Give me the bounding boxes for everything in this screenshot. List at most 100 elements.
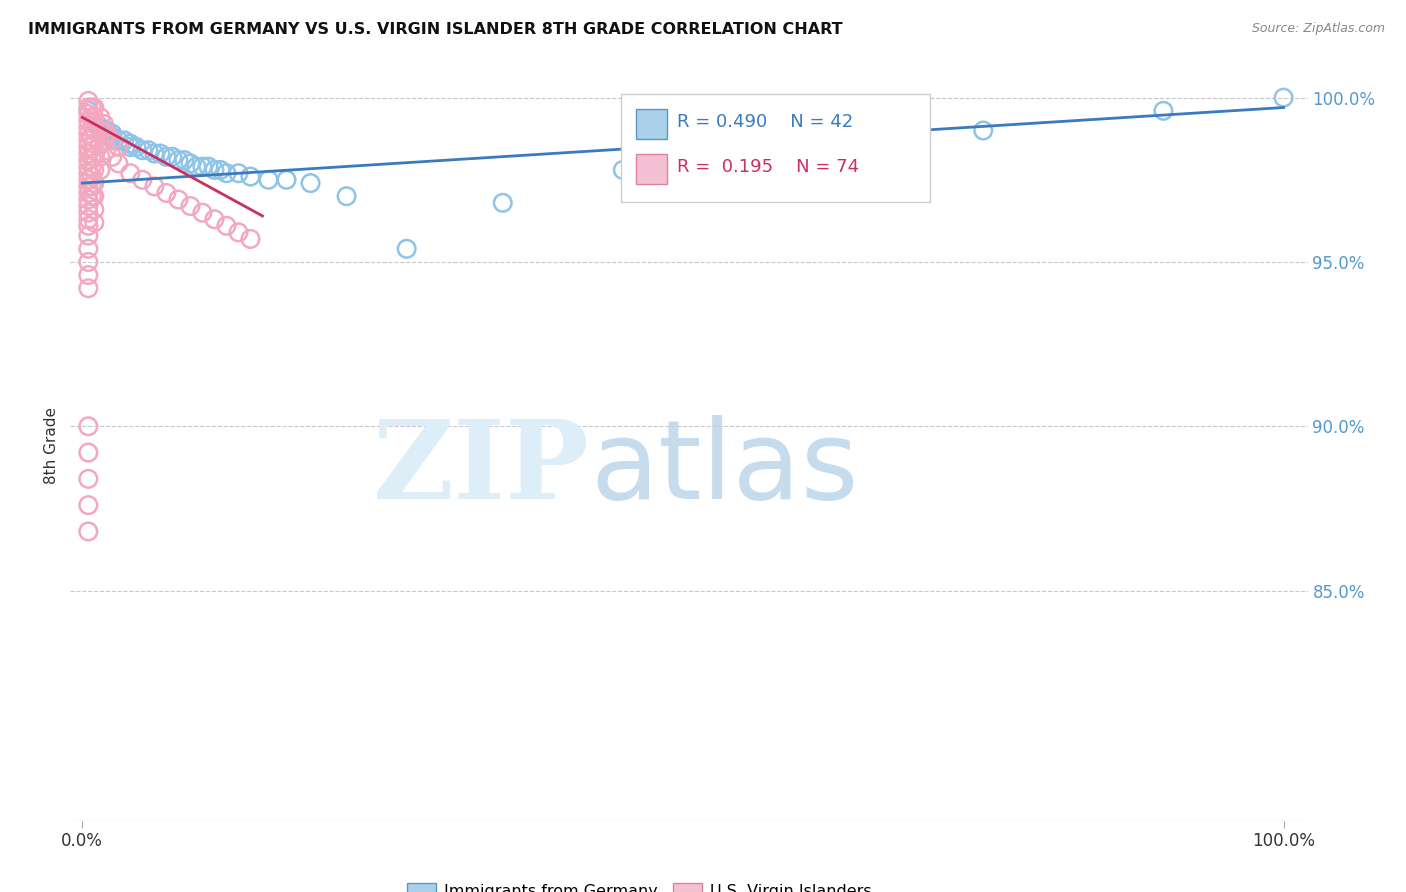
- Point: [125, 140, 148, 154]
- Point: [191, 160, 214, 174]
- Point: [77, 205, 100, 219]
- Point: [167, 153, 190, 167]
- Point: [120, 136, 142, 151]
- Point: [204, 163, 226, 178]
- Point: [143, 179, 166, 194]
- Point: [77, 281, 100, 295]
- Point: [77, 133, 100, 147]
- Text: ZIP: ZIP: [373, 415, 591, 522]
- Point: [276, 173, 298, 187]
- Point: [228, 226, 250, 240]
- Point: [80, 111, 103, 125]
- Point: [93, 123, 115, 137]
- Point: [107, 140, 129, 154]
- Point: [179, 156, 201, 170]
- Point: [612, 163, 634, 178]
- Point: [80, 101, 103, 115]
- Point: [101, 127, 124, 141]
- Point: [77, 524, 100, 539]
- Point: [972, 123, 994, 137]
- Point: [209, 163, 232, 178]
- Point: [77, 199, 100, 213]
- Legend: Immigrants from Germany, U.S. Virgin Islanders: Immigrants from Germany, U.S. Virgin Isl…: [408, 883, 872, 892]
- Point: [89, 136, 111, 151]
- Point: [792, 143, 814, 157]
- FancyBboxPatch shape: [621, 94, 931, 202]
- Point: [80, 140, 103, 154]
- Text: R = 0.490    N = 42: R = 0.490 N = 42: [676, 112, 853, 130]
- Point: [83, 150, 105, 164]
- Point: [239, 232, 262, 246]
- Point: [1272, 90, 1295, 104]
- Point: [215, 219, 238, 233]
- Point: [131, 143, 153, 157]
- Point: [77, 419, 100, 434]
- Point: [96, 127, 118, 141]
- Point: [336, 189, 359, 203]
- Point: [83, 101, 105, 115]
- Text: R =  0.195    N = 74: R = 0.195 N = 74: [676, 158, 859, 176]
- Point: [107, 133, 129, 147]
- Point: [162, 150, 184, 164]
- Point: [215, 166, 238, 180]
- Point: [77, 153, 100, 167]
- Point: [191, 205, 214, 219]
- Point: [83, 136, 105, 151]
- Point: [101, 130, 124, 145]
- Point: [77, 173, 100, 187]
- Point: [77, 140, 100, 154]
- Point: [80, 169, 103, 184]
- Point: [77, 219, 100, 233]
- Point: [83, 202, 105, 217]
- Point: [155, 186, 177, 200]
- Point: [107, 156, 129, 170]
- Point: [131, 173, 153, 187]
- Point: [77, 146, 100, 161]
- Point: [77, 107, 100, 121]
- Point: [299, 176, 322, 190]
- Text: Source: ZipAtlas.com: Source: ZipAtlas.com: [1251, 22, 1385, 36]
- Point: [93, 133, 115, 147]
- Point: [83, 215, 105, 229]
- Point: [80, 120, 103, 135]
- Text: atlas: atlas: [591, 415, 859, 522]
- Point: [83, 111, 105, 125]
- Point: [77, 193, 100, 207]
- Point: [83, 113, 105, 128]
- Y-axis label: 8th Grade: 8th Grade: [44, 408, 59, 484]
- Point: [197, 160, 219, 174]
- Point: [96, 123, 118, 137]
- Point: [80, 179, 103, 194]
- Point: [167, 193, 190, 207]
- Point: [228, 166, 250, 180]
- Point: [120, 140, 142, 154]
- Point: [77, 120, 100, 135]
- Point: [86, 117, 108, 131]
- Point: [112, 133, 135, 147]
- Point: [80, 130, 103, 145]
- Point: [77, 113, 100, 128]
- Point: [77, 212, 100, 227]
- Point: [204, 212, 226, 227]
- Point: [77, 179, 100, 194]
- Point: [89, 120, 111, 135]
- Point: [77, 228, 100, 243]
- Point: [173, 153, 195, 167]
- Point: [239, 169, 262, 184]
- Point: [120, 166, 142, 180]
- Point: [89, 123, 111, 137]
- Point: [77, 268, 100, 282]
- Point: [155, 150, 177, 164]
- Point: [96, 143, 118, 157]
- Point: [492, 195, 515, 210]
- Point: [257, 173, 280, 187]
- Point: [80, 111, 103, 125]
- Point: [77, 186, 100, 200]
- Point: [83, 163, 105, 178]
- Text: IMMIGRANTS FROM GERMANY VS U.S. VIRGIN ISLANDER 8TH GRADE CORRELATION CHART: IMMIGRANTS FROM GERMANY VS U.S. VIRGIN I…: [28, 22, 842, 37]
- Bar: [636, 109, 666, 139]
- Point: [77, 166, 100, 180]
- Point: [186, 160, 208, 174]
- Point: [93, 117, 115, 131]
- Point: [89, 111, 111, 125]
